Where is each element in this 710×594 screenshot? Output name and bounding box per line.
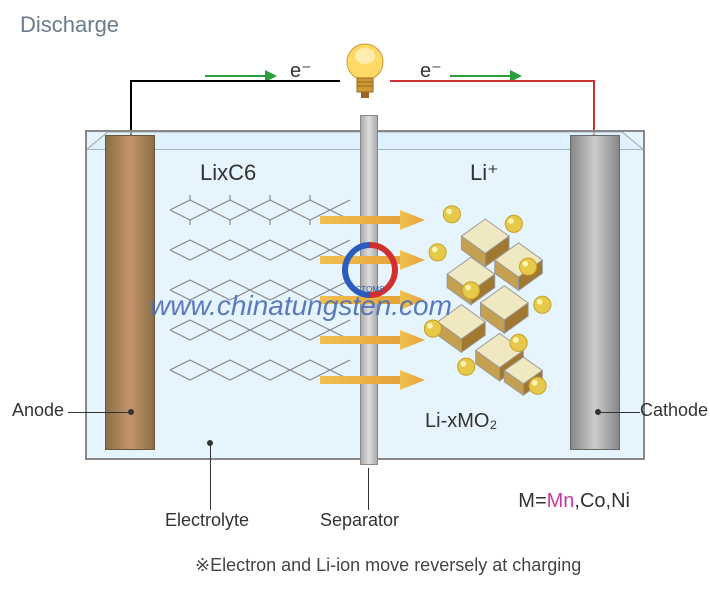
cathode-lead-dot bbox=[595, 409, 601, 415]
anode-lead-dot bbox=[128, 409, 134, 415]
anode-label: Anode bbox=[12, 400, 64, 421]
m-rest-text: ,Co,Ni bbox=[574, 490, 630, 512]
discharge-title: Discharge bbox=[20, 12, 119, 38]
electrolyte-lead-line bbox=[210, 445, 211, 510]
m-eq-text: M= bbox=[518, 490, 546, 512]
anode-electrode bbox=[105, 135, 155, 450]
electrolyte-label: Electrolyte bbox=[165, 510, 249, 531]
cathode-lead-line bbox=[598, 412, 640, 413]
wire-cathode bbox=[390, 80, 595, 135]
m-definition-label: M=Mn,Co,Ni bbox=[518, 490, 630, 513]
watermark-text: www.chinatungsten.com bbox=[150, 290, 452, 322]
anode-formula-label: LixC6 bbox=[200, 160, 256, 186]
electrolyte-lead-dot bbox=[207, 440, 213, 446]
cathode-electrode bbox=[570, 135, 620, 450]
cathode-label: Cathode bbox=[640, 400, 708, 421]
footer-note: ※Electron and Li-ion move reversely at c… bbox=[195, 555, 581, 576]
cathode-formula-label: Li-xMO₂ bbox=[425, 410, 497, 433]
separator-label: Separator bbox=[320, 510, 399, 531]
light-bulb-icon bbox=[340, 40, 390, 110]
m-mn-text: Mn bbox=[547, 490, 575, 512]
cathode-ion-label: Li⁺ bbox=[470, 160, 499, 186]
anode-lead-line bbox=[68, 412, 128, 413]
separator-lead-line bbox=[368, 468, 369, 510]
wire-anode bbox=[130, 80, 340, 135]
